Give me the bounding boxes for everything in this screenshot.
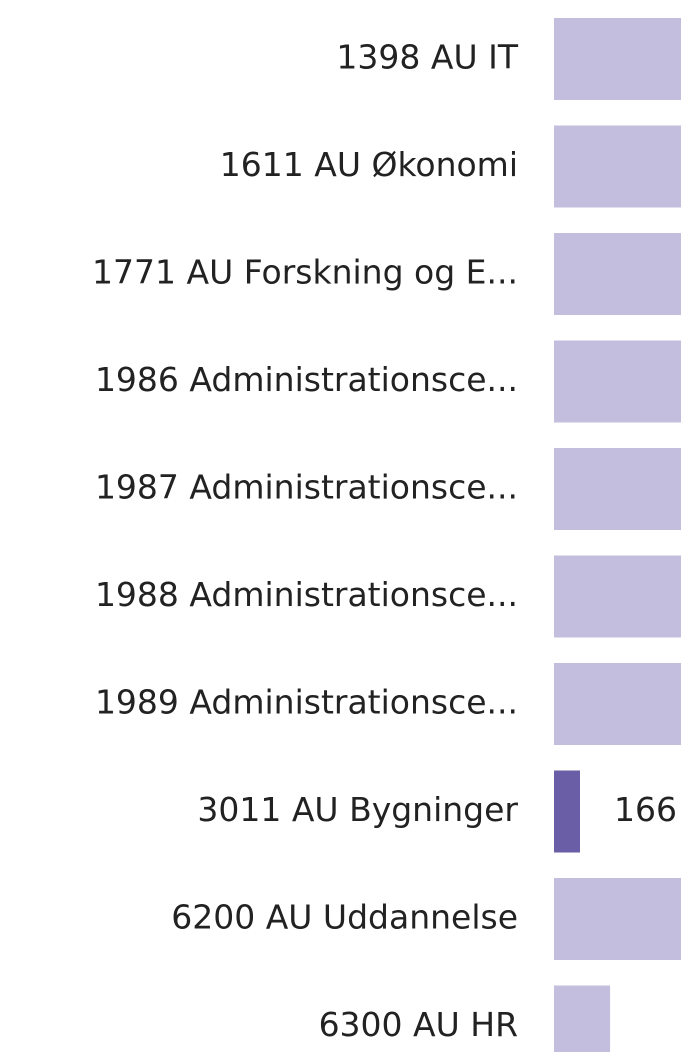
category-label: 1986 Administrationsce... [95,360,518,399]
bar [554,125,681,208]
category-label: 1398 AU IT [336,38,518,77]
bar [554,663,681,745]
category-label: 1989 Administrationsce... [95,683,518,722]
bar [554,878,681,960]
bar [554,340,681,423]
category-label: 6300 AU HR [319,1005,518,1044]
category-label: 6200 AU Uddannelse [171,898,518,937]
bar [554,18,681,100]
category-label: 1987 Administrationsce... [95,468,518,507]
bar [554,233,681,315]
bar [554,985,611,1052]
bar [554,770,580,853]
bar [554,555,681,638]
value-label: 166 [614,790,677,829]
category-label: 1611 AU Økonomi [220,145,518,184]
category-label: 3011 AU Bygninger [197,790,518,829]
category-label: 1771 AU Forskning og E... [92,253,518,292]
category-label: 1988 Administrationsce... [95,575,518,614]
bar [554,448,681,530]
